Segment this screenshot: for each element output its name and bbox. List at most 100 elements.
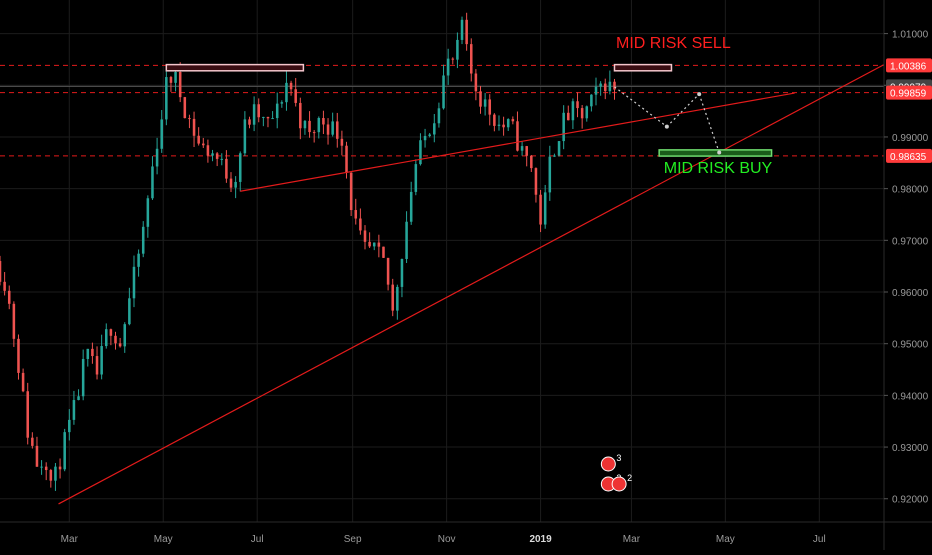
candle-body xyxy=(326,124,330,135)
candle-body xyxy=(3,281,6,291)
candle-body xyxy=(248,119,251,125)
candle-body xyxy=(266,116,270,119)
price-tag-label: 1.00386 xyxy=(890,61,927,72)
candle-body xyxy=(100,346,103,375)
candle-body xyxy=(382,246,385,258)
projection-segment[interactable] xyxy=(614,86,668,128)
candle-body xyxy=(289,82,293,90)
candle-body xyxy=(414,164,418,192)
candle-body xyxy=(86,348,90,359)
x-tick-label: Jul xyxy=(251,534,264,545)
price-tag-label: 0.99859 xyxy=(890,89,927,100)
candle-body xyxy=(234,181,237,188)
trendline[interactable] xyxy=(240,92,795,192)
y-tick-label: 0.99000 xyxy=(892,133,929,144)
candle-body xyxy=(63,432,66,470)
event-badges[interactable]: 322 xyxy=(600,453,632,492)
candle-body xyxy=(372,242,376,247)
candle-body xyxy=(275,103,279,119)
candle-body xyxy=(525,146,528,156)
price-tag-box[interactable] xyxy=(886,148,932,163)
candle-body xyxy=(497,124,501,126)
candle-body xyxy=(257,104,261,118)
projection-segment[interactable] xyxy=(698,93,720,153)
candle-body xyxy=(534,168,538,195)
candle-body xyxy=(359,218,362,231)
candle-body xyxy=(585,106,589,119)
y-tick-label: 0.92000 xyxy=(892,495,929,506)
candle-body xyxy=(225,158,228,179)
y-tick-label: 0.97000 xyxy=(892,236,929,247)
candle-body xyxy=(299,102,302,129)
event-flag-icon[interactable] xyxy=(600,456,616,472)
candle-body xyxy=(178,72,182,98)
candle-body xyxy=(474,73,478,92)
trendlines[interactable] xyxy=(58,64,885,505)
candle-body xyxy=(539,194,542,225)
candle-body xyxy=(58,466,62,470)
candle-body xyxy=(419,140,422,165)
x-tick-label: Mar xyxy=(623,534,641,545)
x-tick-label: 2019 xyxy=(529,534,552,545)
zone-boxes[interactable] xyxy=(165,63,773,157)
candle-body xyxy=(285,82,288,103)
trendline[interactable] xyxy=(58,64,885,505)
candle-body xyxy=(530,155,533,169)
candle-body xyxy=(211,153,214,156)
candle-body xyxy=(594,86,598,95)
candle-body xyxy=(197,135,200,144)
candle-body xyxy=(340,138,344,146)
candle-body xyxy=(409,191,413,222)
candle-body xyxy=(68,419,71,433)
projection-arrow-head xyxy=(697,92,702,97)
candle-body xyxy=(456,39,459,60)
buy-zone-box[interactable] xyxy=(658,149,773,157)
candle-body xyxy=(192,118,196,136)
y-tick-label: 0.98000 xyxy=(892,185,929,196)
candle-body xyxy=(548,156,552,193)
candlestick-series xyxy=(0,12,616,491)
candle-body xyxy=(7,290,11,304)
sell-zone-box[interactable] xyxy=(613,63,673,72)
x-tick-label: Jul xyxy=(813,534,826,545)
candle-body xyxy=(280,102,284,104)
candle-body xyxy=(17,338,20,373)
candle-body xyxy=(155,148,159,167)
candle-body xyxy=(215,153,219,159)
candle-body xyxy=(40,466,43,468)
event-flag-icon[interactable] xyxy=(611,476,627,492)
candle-body xyxy=(252,104,256,125)
candle-body xyxy=(262,116,265,118)
x-tick-label: May xyxy=(716,534,735,545)
candle-body xyxy=(220,158,224,160)
candle-body xyxy=(169,77,173,83)
candle-body xyxy=(109,329,113,336)
candle-body xyxy=(303,120,307,129)
price-tag-box[interactable] xyxy=(886,58,932,73)
candle-body xyxy=(465,19,468,45)
candle-body xyxy=(317,118,321,133)
candle-body xyxy=(483,99,487,107)
projection-path[interactable] xyxy=(614,86,722,155)
price-tag-box[interactable] xyxy=(886,85,932,100)
candle-body xyxy=(12,303,16,339)
candle-body xyxy=(553,155,556,157)
candle-body xyxy=(104,329,108,347)
candle-body xyxy=(493,114,496,126)
candle-body xyxy=(567,112,570,121)
candle-body xyxy=(206,145,210,156)
candle-body xyxy=(165,77,168,120)
candle-body xyxy=(405,221,408,260)
candle-body xyxy=(21,372,25,392)
candle-body xyxy=(229,178,233,188)
candle-body xyxy=(488,99,492,115)
candle-body xyxy=(114,335,117,344)
candle-body xyxy=(423,135,427,141)
candle-body xyxy=(128,298,131,325)
sell-zone-box[interactable] xyxy=(165,63,305,72)
candle-body xyxy=(599,83,602,87)
